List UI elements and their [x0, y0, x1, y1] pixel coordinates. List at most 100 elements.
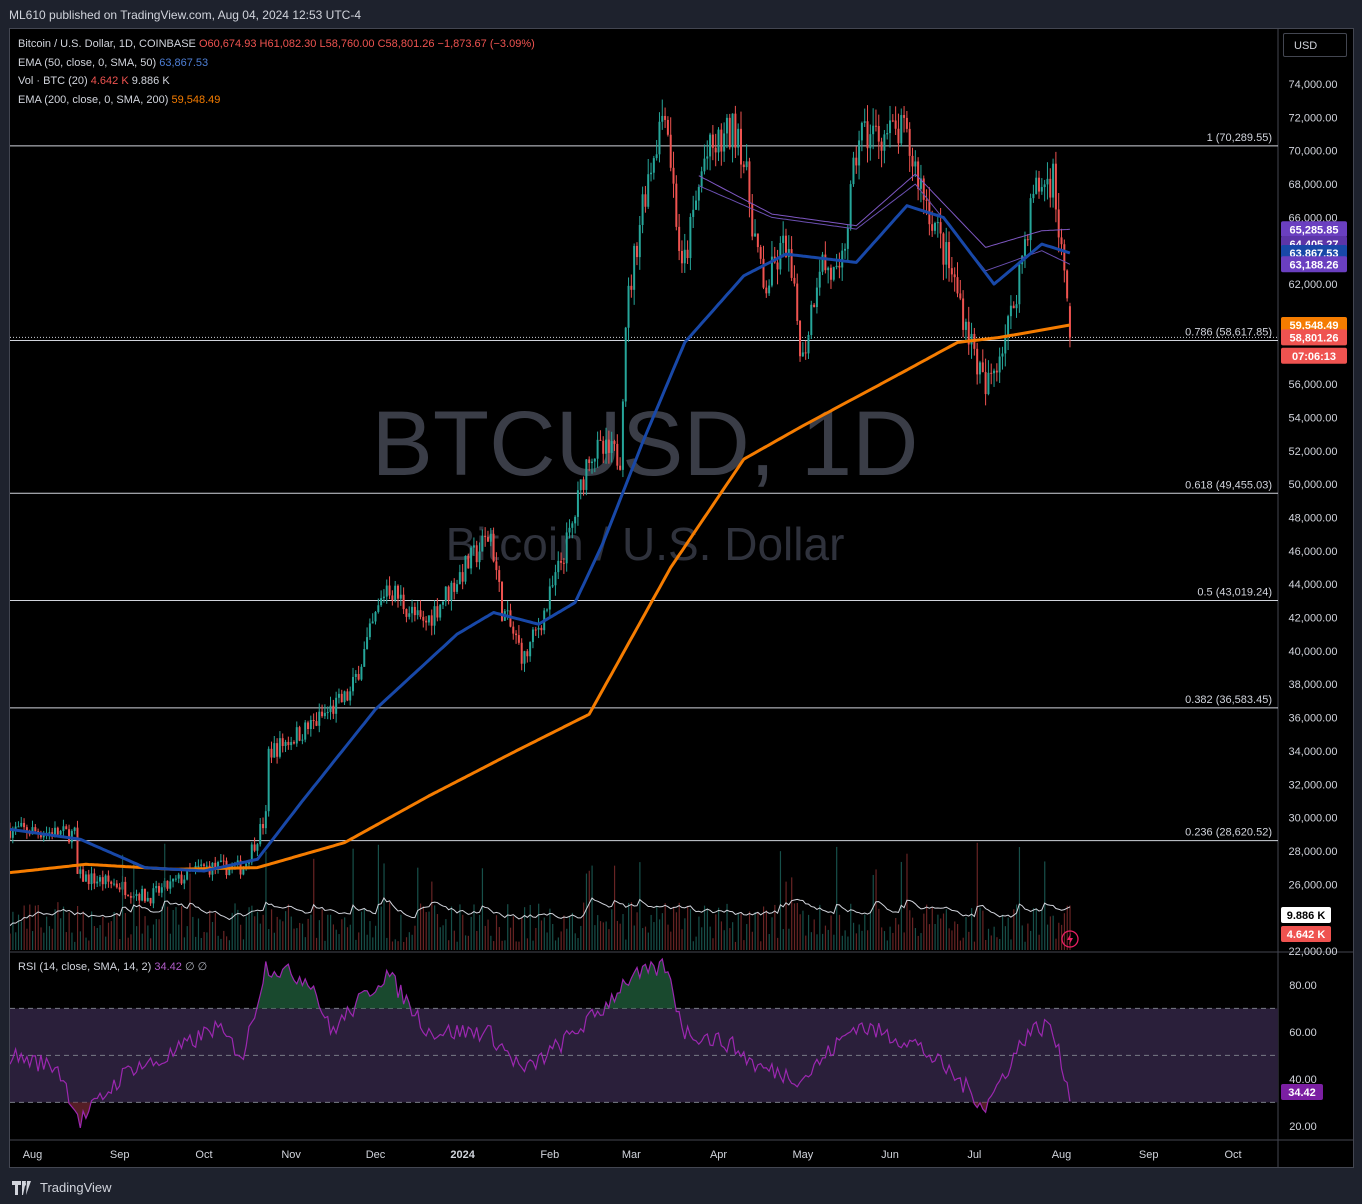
- candle-body: [312, 720, 315, 722]
- volume-bar: [867, 930, 869, 950]
- chart-frame[interactable]: [9, 28, 1354, 1168]
- candle-body: [250, 844, 253, 863]
- price-axis-tick: 52,000.00: [1289, 446, 1338, 458]
- symbol-name[interactable]: Bitcoin / U.S. Dollar, 1D, COINBASE: [18, 38, 196, 50]
- volume-bar: [479, 914, 481, 950]
- volume-bar: [571, 912, 574, 950]
- candle-body: [307, 722, 310, 729]
- volume-bar: [658, 919, 661, 950]
- candle-body: [562, 562, 565, 564]
- volume-bar: [209, 910, 211, 950]
- volume-bar: [909, 910, 911, 950]
- volume-bar: [352, 848, 354, 950]
- volume-bar: [661, 913, 663, 950]
- volume-bar: [282, 921, 284, 950]
- volume-bar: [166, 906, 169, 950]
- candle-body: [486, 537, 489, 542]
- volume-bar: [273, 932, 275, 950]
- volume-bar: [262, 914, 264, 950]
- price-axis-tick: 38,000.00: [1289, 679, 1338, 691]
- volume-bar: [897, 924, 900, 950]
- candle-body: [1001, 353, 1004, 357]
- volume-bar: [20, 921, 22, 950]
- volume-bar: [990, 935, 992, 950]
- candle-body: [529, 642, 532, 657]
- volume-bar: [335, 929, 337, 950]
- candle-body: [205, 865, 208, 867]
- candle-body: [829, 267, 832, 280]
- volume-bar: [431, 881, 433, 950]
- ema50-label[interactable]: EMA (50, close, 0, SMA, 50): [18, 56, 157, 69]
- price-axis-tick: 68,000.00: [1289, 179, 1338, 191]
- candle-body: [641, 194, 644, 226]
- time-axis-label: 2024: [450, 1149, 475, 1161]
- volume-bar: [501, 940, 503, 950]
- volume-bar: [439, 927, 441, 950]
- volume-bar: [602, 922, 604, 950]
- candle-body: [970, 333, 973, 345]
- volume-bar: [296, 928, 298, 950]
- rsi-axis-tick: 40.00: [1289, 1074, 1317, 1086]
- legend-ema200-row: EMA (200, close, 0, SMA, 200) 59,548.49: [18, 91, 535, 110]
- tradingview-logo[interactable]: TradingView: [12, 1180, 112, 1195]
- volume-bar: [777, 937, 779, 950]
- candle-body: [1007, 316, 1010, 337]
- volume-bar: [200, 937, 202, 950]
- volume-bar: [299, 922, 301, 950]
- volume-label[interactable]: Vol · BTC (20): [18, 75, 88, 87]
- candle-body: [672, 167, 675, 184]
- lightning-icon[interactable]: [1061, 930, 1079, 948]
- candle-body: [1057, 209, 1060, 238]
- volume-bar: [836, 846, 838, 950]
- volume-bar: [948, 928, 950, 950]
- currency-button[interactable]: USD: [1283, 33, 1347, 57]
- price-marker-label: 59,548.49: [1290, 320, 1339, 332]
- volume-bar: [318, 920, 320, 950]
- candle-body: [1012, 305, 1015, 309]
- volume-bar: [324, 940, 326, 950]
- volume-bar: [374, 925, 377, 950]
- fib-level-label: 0.5 (43,019.24): [1197, 587, 1272, 599]
- candle-body: [849, 184, 852, 228]
- price-marker-label: 65,285.85: [1290, 224, 1339, 236]
- price-marker: [1281, 329, 1347, 346]
- volume-bar: [270, 909, 273, 950]
- candle-body: [464, 555, 467, 582]
- volume-bar: [419, 903, 422, 950]
- volume-bar: [400, 914, 402, 950]
- volume-bar: [147, 925, 149, 950]
- volume-bar: [597, 915, 599, 950]
- rsi-label[interactable]: RSI (14, close, SMA, 14, 2): [18, 961, 152, 973]
- volume-bar: [341, 919, 343, 950]
- volume-bar: [1001, 914, 1004, 950]
- candle-body: [222, 860, 225, 862]
- volume-bar: [141, 933, 143, 950]
- volume-bar: [138, 903, 141, 950]
- candle-body: [711, 134, 714, 148]
- volume-bar: [223, 930, 225, 950]
- volume-bar: [82, 911, 84, 950]
- volume-bar: [512, 916, 514, 950]
- volume-bar: [366, 934, 368, 950]
- candle-body: [337, 693, 340, 698]
- candle-body: [914, 161, 917, 167]
- price-axis-tick: 34,000.00: [1289, 746, 1338, 758]
- fib-level-label: 0.236 (28,620.52): [1185, 827, 1272, 839]
- volume-bar: [968, 931, 970, 950]
- volume-bar: [760, 941, 762, 950]
- volume-bar: [85, 937, 87, 950]
- candle-body: [706, 156, 709, 159]
- volume-bar: [538, 903, 540, 950]
- candle-body: [169, 881, 172, 889]
- volume-bar: [360, 911, 363, 950]
- ema50-value: 63,867.53: [159, 56, 209, 69]
- candle-body: [517, 635, 520, 643]
- volume-bar: [62, 906, 65, 950]
- volume-bar: [965, 917, 967, 950]
- candle-body: [872, 125, 875, 135]
- volume-bar: [521, 917, 523, 950]
- candle-body: [891, 120, 894, 122]
- price-marker: [1281, 316, 1347, 333]
- ema200-label[interactable]: EMA (200, close, 0, SMA, 200): [18, 93, 169, 106]
